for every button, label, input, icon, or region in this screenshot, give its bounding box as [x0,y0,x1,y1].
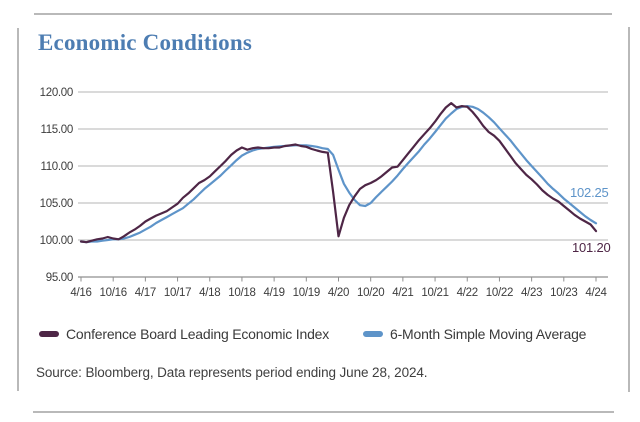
y-tick-label: 100.00 [40,235,73,247]
y-tick-label: 115.00 [40,124,73,136]
x-tick-label: 4/19 [264,287,285,299]
source-text: Source: Bloomberg, Data represents perio… [36,365,428,380]
sma-line-swatch [363,331,383,337]
x-tick-label: 4/22 [457,287,478,299]
legend-item-lei: Conference Board Leading Economic Index [39,326,329,342]
y-tick-label: 110.00 [40,161,73,173]
x-tick-label: 10/21 [421,287,448,299]
x-tick-label: 4/20 [328,287,349,299]
page-title: Economic Conditions [38,30,253,55]
x-tick-label: 4/17 [135,287,156,299]
x-tick-label: 10/19 [293,287,320,299]
y-tick-label: 95.00 [46,272,73,284]
y-tick-label: 105.00 [40,198,73,210]
sma-line [79,104,598,244]
x-tick-label: 4/24 [585,287,607,299]
frame-top-line [34,13,612,15]
x-tick-label: 10/20 [357,287,384,299]
x-tick-label: 4/18 [199,287,220,299]
frame-bottom-line [33,411,614,413]
x-tick-label: 4/21 [392,287,413,299]
frame-left-line [17,28,19,391]
y-tick-label: 120.00 [40,87,73,99]
x-tick-label: 10/22 [486,287,513,299]
x-tick-label: 4/23 [521,287,542,299]
x-tick-label: 10/23 [550,287,577,299]
x-tick-label: 10/16 [100,287,127,299]
lei-line-swatch [39,331,59,337]
lei-line [79,101,598,244]
lei-end-value-label: 101.20 [572,240,611,255]
legend-item-sma: 6-Month Simple Moving Average [363,326,586,342]
frame-right-line [628,27,630,392]
x-tick-label: 4/16 [70,287,91,299]
legend-label-sma: 6-Month Simple Moving Average [390,326,587,342]
x-tick-label: 10/17 [164,287,191,299]
legend-label-lei: Conference Board Leading Economic Index [66,326,330,342]
x-tick-label: 10/18 [228,287,255,299]
sma-end-value-label: 102.25 [570,185,609,200]
